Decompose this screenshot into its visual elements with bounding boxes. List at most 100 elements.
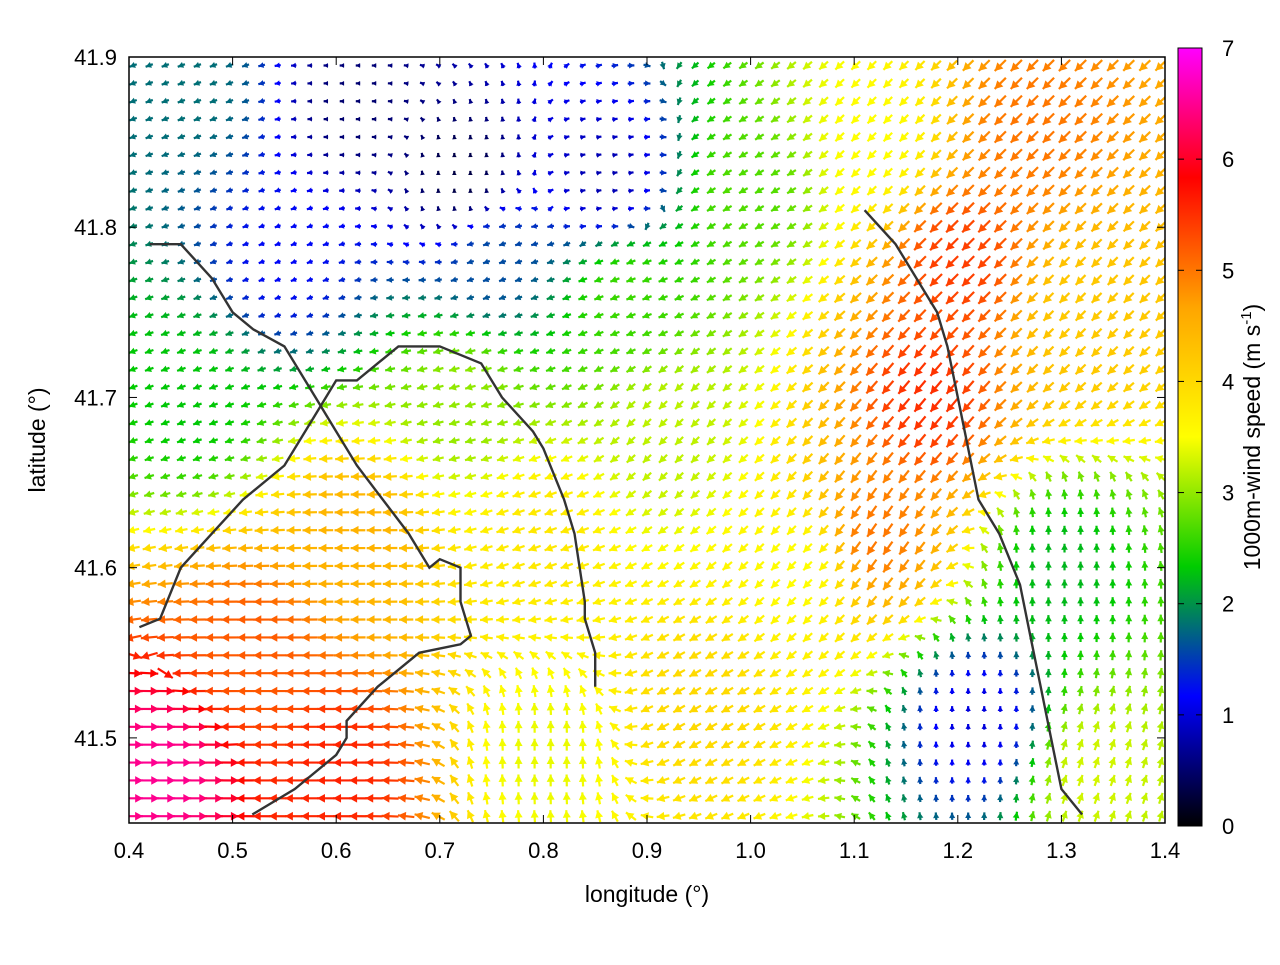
wind-arrow: [291, 312, 297, 317]
wind-arrow: [851, 524, 860, 537]
wind-arrow: [676, 115, 682, 123]
wind-arrow: [257, 419, 266, 426]
wind-arrow: [431, 651, 445, 660]
wind-arrow: [915, 452, 926, 465]
wind-arrow: [755, 62, 763, 69]
wind-arrow: [1157, 739, 1164, 750]
wind-arrow: [1125, 686, 1132, 696]
wind-arrow: [449, 437, 460, 444]
wind-arrow: [1027, 239, 1038, 250]
wind-arrow: [1092, 455, 1101, 462]
wind-arrow: [1076, 775, 1083, 786]
wind-arrow: [754, 776, 766, 784]
wind-arrow: [835, 471, 844, 482]
wind-arrow: [481, 437, 492, 444]
wind-arrow: [451, 241, 457, 247]
y-tick-label: 41.7: [74, 385, 117, 410]
wind-arrow: [129, 312, 137, 318]
wind-arrow: [723, 401, 732, 409]
wind-arrow: [1059, 149, 1070, 160]
wind-arrow: [1124, 239, 1134, 249]
wind-arrow: [802, 723, 813, 730]
wind-arrow: [917, 795, 923, 802]
wind-arrow: [803, 222, 812, 229]
wind-arrow: [707, 526, 716, 534]
wind-arrow: [723, 187, 732, 193]
wind-arrow: [819, 382, 829, 392]
wind-arrow: [1110, 490, 1117, 500]
wind-arrow: [258, 134, 264, 140]
wind-arrow: [883, 633, 893, 641]
wind-arrow: [1140, 203, 1150, 213]
wind-arrow: [995, 418, 1006, 429]
wind-arrow: [1013, 507, 1020, 517]
wind-arrow: [738, 740, 750, 748]
wind-arrow: [125, 633, 142, 641]
wind-arrow: [1093, 544, 1100, 553]
wind-arrow: [1091, 131, 1102, 142]
wind-arrow: [415, 508, 428, 517]
wind-arrow: [481, 455, 492, 462]
wind-arrow: [241, 366, 249, 372]
wind-arrow: [349, 776, 367, 785]
wind-arrow: [220, 794, 239, 803]
wind-arrow: [835, 205, 844, 213]
wind-arrow: [628, 117, 634, 122]
wind-arrow: [224, 490, 235, 498]
wind-arrow: [1075, 96, 1086, 107]
wind-arrow: [1011, 346, 1022, 357]
wind-arrow: [1092, 811, 1099, 822]
wind-arrow: [189, 615, 205, 624]
wind-arrow: [965, 777, 971, 783]
wind-arrow: [947, 150, 957, 160]
wind-arrow: [206, 544, 220, 553]
wind-arrow: [723, 562, 732, 570]
wind-arrow: [1091, 185, 1102, 196]
wind-arrow: [254, 544, 269, 553]
wind-arrow: [594, 276, 603, 283]
wind-arrow: [130, 133, 137, 139]
wind-arrow: [642, 294, 651, 301]
wind-arrow: [689, 722, 701, 730]
wind-arrow: [755, 508, 764, 517]
colorbar-label-sup: -1: [1238, 311, 1255, 324]
wind-arrow: [981, 777, 987, 783]
wind-arrow: [722, 598, 732, 606]
wind-arrow: [418, 330, 427, 337]
wind-arrow: [723, 348, 732, 355]
wind-arrow: [190, 562, 205, 571]
wind-arrow: [754, 812, 766, 820]
wind-arrow: [1075, 221, 1085, 231]
wind-arrow: [737, 812, 749, 820]
wind-arrow: [321, 383, 330, 390]
wind-arrow: [917, 759, 923, 766]
wind-arrow: [562, 348, 571, 355]
wind-arrow: [205, 687, 222, 696]
wind-arrow: [1027, 364, 1037, 374]
wind-arrow: [531, 223, 538, 229]
wind-arrow: [885, 741, 891, 749]
wind-arrow: [209, 383, 217, 389]
wind-arrow: [193, 383, 201, 389]
wind-arrow: [1029, 776, 1036, 785]
wind-arrow: [356, 99, 360, 104]
wind-arrow: [319, 490, 333, 499]
wind-arrow: [317, 812, 334, 821]
wind-arrow: [1046, 472, 1053, 482]
wind-arrow: [564, 135, 569, 140]
wind-arrow: [318, 615, 333, 624]
wind-arrow: [320, 437, 332, 445]
wind-arrow: [194, 80, 201, 86]
wind-arrow: [641, 776, 654, 784]
wind-arrow: [404, 63, 409, 68]
wind-arrow: [1108, 365, 1118, 375]
wind-arrow: [707, 240, 715, 246]
wind-arrow: [307, 312, 313, 317]
wind-arrow: [643, 401, 651, 409]
wind-arrow: [237, 597, 253, 606]
wind-arrow: [209, 455, 218, 462]
wind-arrow: [851, 471, 860, 483]
wind-arrow: [1142, 525, 1149, 535]
wind-arrow: [1125, 721, 1132, 732]
wind-arrow: [1123, 78, 1134, 89]
